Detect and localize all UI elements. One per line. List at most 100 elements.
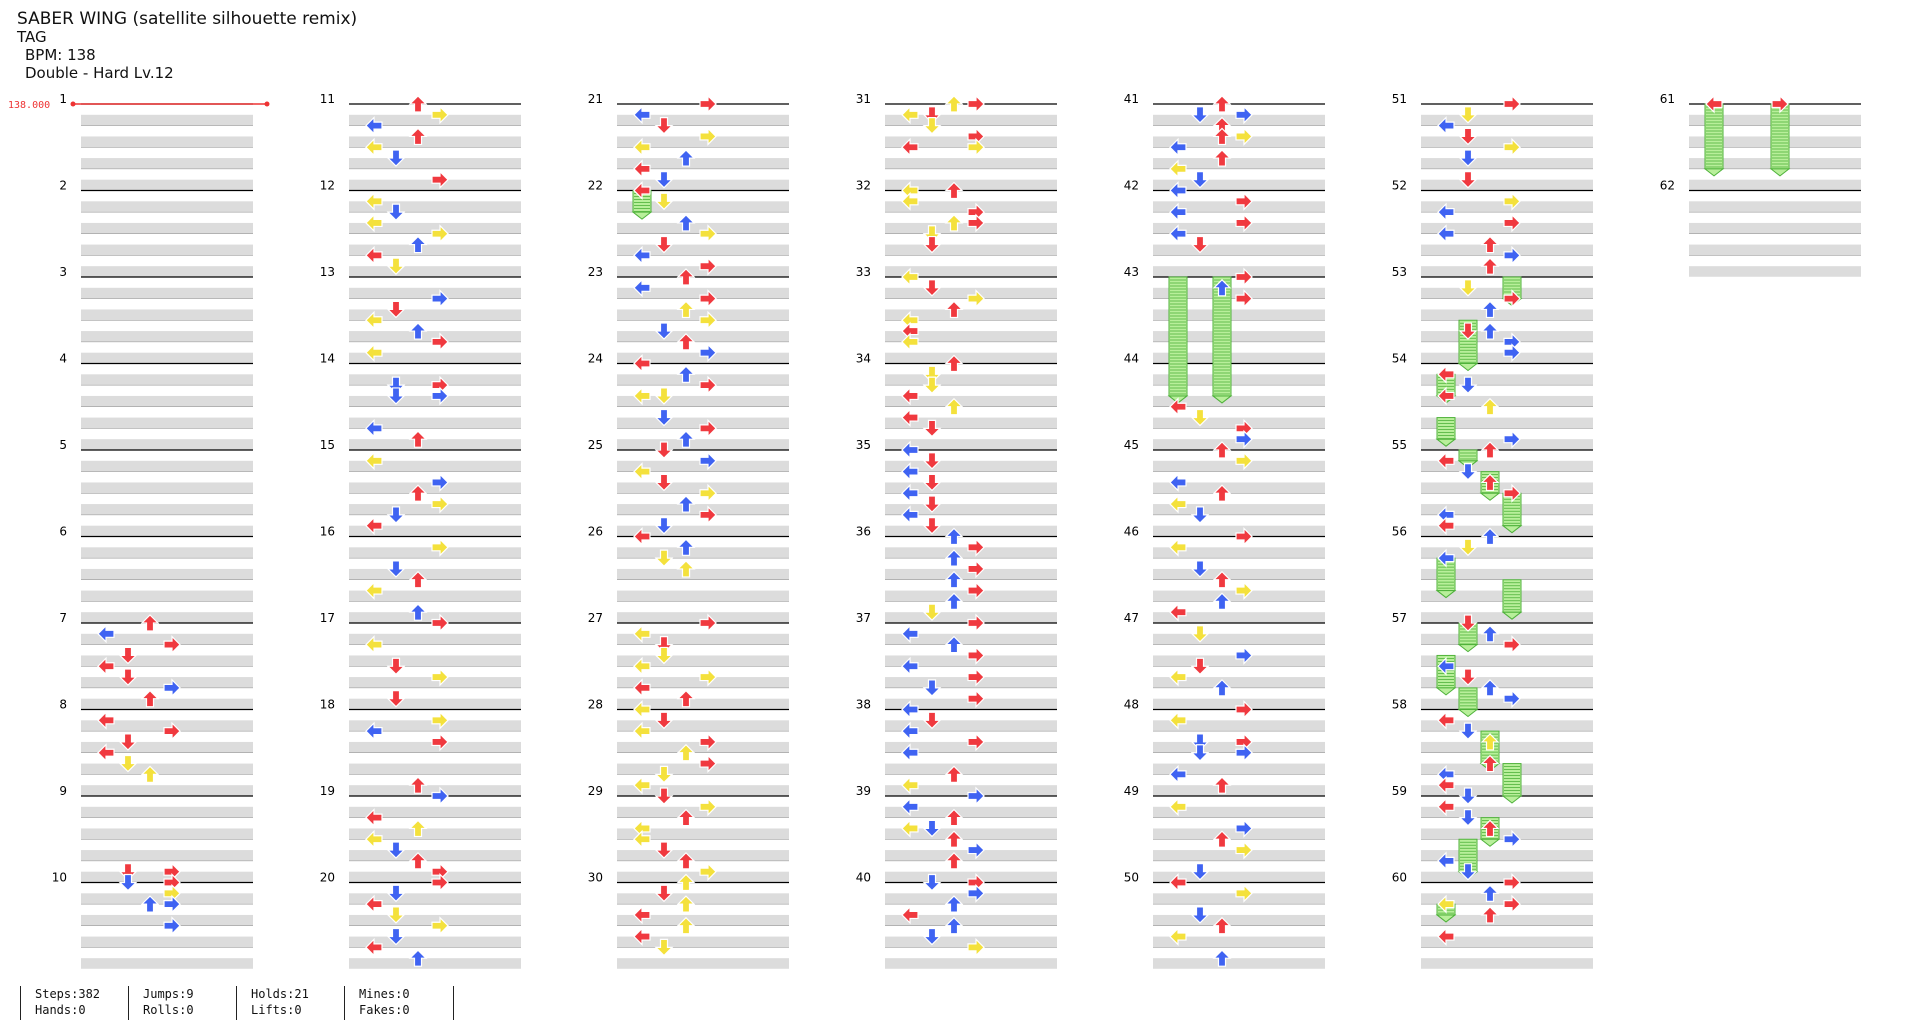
arrow-left-icon	[901, 905, 919, 925]
arrow-right-icon	[431, 667, 449, 687]
beat-band	[885, 698, 1057, 710]
measure-25: 25	[588, 438, 789, 537]
bpm-change-marker: 138.000	[8, 100, 270, 111]
hold-note	[1457, 687, 1479, 718]
arrow-up-icon	[1480, 441, 1500, 459]
beat-band	[1421, 331, 1593, 342]
beat-band	[617, 568, 789, 580]
arrow-down-icon	[1458, 668, 1478, 686]
arrow-down-icon	[118, 754, 138, 773]
arrow-right-icon	[699, 797, 717, 817]
beat-band	[349, 114, 521, 126]
arrow-up-icon	[1480, 906, 1500, 924]
beat-band	[349, 850, 521, 861]
fakes-count: Fakes:0	[359, 1003, 410, 1017]
arrow-left-icon	[1169, 202, 1187, 222]
measure-number: 36	[856, 525, 871, 539]
arrow-left-icon	[1169, 397, 1187, 417]
beat-band	[617, 850, 789, 861]
beat-band	[885, 958, 1057, 969]
measure-number: 40	[856, 871, 871, 885]
arrow-down-icon	[1458, 863, 1478, 881]
measure-number: 19	[320, 784, 335, 798]
arrow-left-icon	[1169, 764, 1187, 784]
beat-band	[81, 331, 253, 342]
arrow-up-icon	[408, 776, 428, 794]
arrow-down-icon	[922, 419, 942, 438]
beat-band	[885, 741, 1057, 753]
arrow-up-icon	[1480, 733, 1500, 751]
arrow-right-icon	[967, 581, 985, 601]
beat-band	[1421, 136, 1593, 148]
arrow-right-icon	[431, 332, 449, 352]
arrow-left-icon	[1437, 710, 1455, 730]
measure-number: 16	[320, 525, 335, 539]
measure-37: 37	[856, 611, 1057, 710]
arrow-down-icon	[654, 192, 674, 211]
measure-17: 17	[320, 611, 521, 710]
beat-band	[617, 460, 789, 472]
beat-band	[81, 266, 253, 277]
measure-number: 39	[856, 784, 871, 798]
arrow-down-icon	[1190, 171, 1210, 189]
arrow-down-icon	[654, 117, 674, 135]
measure-36: 36	[856, 525, 1057, 623]
hold-note	[1211, 276, 1233, 404]
measure-9: 9	[59, 784, 253, 883]
beat-band	[1421, 439, 1593, 450]
hold-note	[1769, 103, 1791, 177]
beat-band	[81, 698, 253, 710]
beat-band	[617, 482, 789, 494]
arrow-left-icon	[1169, 710, 1187, 730]
arrow-left-icon	[633, 462, 651, 482]
beat-band	[81, 309, 253, 321]
beat-band	[617, 504, 789, 515]
arrow-down-icon	[654, 549, 674, 567]
beat-band	[1421, 114, 1593, 126]
arrow-right-icon	[431, 732, 449, 752]
arrow-right-icon	[699, 418, 717, 438]
arrow-down-icon	[922, 117, 942, 135]
beat-band	[81, 222, 253, 234]
beat-band	[81, 460, 253, 472]
beat-band	[617, 763, 789, 775]
arrow-up-icon	[408, 570, 428, 589]
arrow-up-icon	[408, 95, 428, 113]
arrow-right-icon	[1235, 700, 1253, 719]
arrow-left-icon	[97, 743, 115, 763]
beat-band	[1421, 482, 1593, 494]
measure-61: 61	[1660, 92, 1861, 191]
arrow-right-icon	[1503, 213, 1521, 233]
arrow-up-icon	[408, 235, 428, 254]
beat-band	[885, 309, 1057, 321]
beat-band	[1421, 720, 1593, 731]
arrow-down-icon	[1458, 376, 1478, 394]
beat-band	[617, 395, 789, 407]
arrow-right-icon	[1235, 581, 1253, 601]
arrow-down-icon	[922, 819, 942, 838]
arrow-up-icon	[408, 603, 428, 621]
arrow-right-icon	[163, 678, 181, 698]
arrow-right-icon	[967, 786, 985, 806]
arrow-left-icon	[633, 829, 651, 849]
measure-13: 13	[320, 265, 521, 364]
measure-4: 4	[59, 352, 253, 450]
arrow-right-icon	[699, 224, 717, 244]
arrow-down-icon	[922, 279, 942, 297]
difficulty-label: Double - Hard Lv.12	[25, 64, 174, 82]
beat-band	[617, 785, 789, 796]
arrow-left-icon	[901, 818, 919, 838]
measure-45: 45	[1124, 438, 1325, 537]
arrow-left-icon	[1169, 472, 1187, 492]
arrow-right-icon	[967, 537, 985, 557]
arrow-up-icon	[1212, 484, 1232, 502]
arrow-left-icon	[633, 354, 651, 373]
arrow-right-icon	[1235, 213, 1253, 233]
measure-number: 22	[588, 179, 603, 193]
beat-band	[81, 763, 253, 775]
arrow-down-icon	[922, 873, 942, 892]
arrow-right-icon	[967, 289, 985, 309]
arrow-down-icon	[922, 376, 942, 394]
arrow-up-icon	[676, 743, 696, 762]
measure-6: 6	[59, 525, 253, 623]
